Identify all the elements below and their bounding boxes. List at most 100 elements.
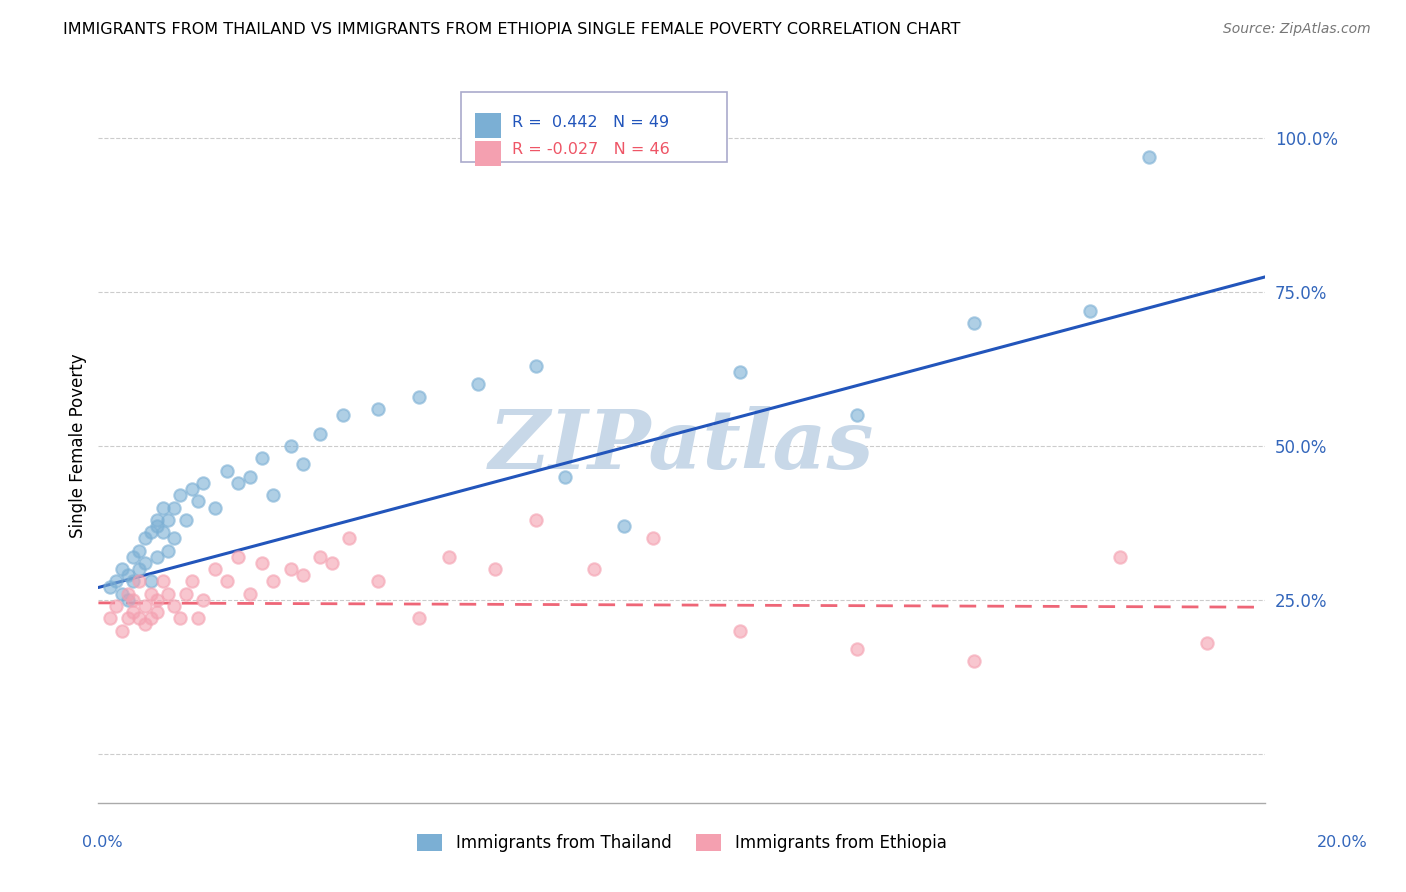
- Point: [139, 587, 162, 601]
- Point: [157, 587, 180, 601]
- Point: [157, 513, 180, 527]
- Point: [250, 556, 273, 570]
- Point: [1195, 636, 1218, 650]
- Point: [204, 500, 226, 515]
- Point: [321, 556, 343, 570]
- Y-axis label: Single Female Poverty: Single Female Poverty: [69, 354, 87, 538]
- Point: [1137, 150, 1160, 164]
- Point: [187, 494, 209, 508]
- Point: [174, 587, 197, 601]
- Point: [152, 525, 174, 540]
- Point: [104, 599, 127, 613]
- Point: [367, 402, 389, 417]
- Point: [117, 568, 139, 582]
- Point: [180, 482, 202, 496]
- Point: [484, 562, 506, 576]
- Point: [730, 624, 752, 638]
- Point: [152, 500, 174, 515]
- Point: [152, 574, 174, 589]
- Point: [204, 562, 226, 576]
- Point: [524, 359, 547, 373]
- Text: IMMIGRANTS FROM THAILAND VS IMMIGRANTS FROM ETHIOPIA SINGLE FEMALE POVERTY CORRE: IMMIGRANTS FROM THAILAND VS IMMIGRANTS F…: [63, 22, 960, 37]
- Point: [215, 464, 238, 478]
- Point: [128, 562, 150, 576]
- Point: [122, 574, 145, 589]
- Point: [146, 549, 169, 564]
- Point: [846, 642, 869, 657]
- Point: [467, 377, 489, 392]
- Point: [524, 513, 547, 527]
- Point: [583, 562, 606, 576]
- Point: [846, 409, 869, 423]
- Point: [309, 549, 332, 564]
- Point: [228, 475, 250, 490]
- Point: [104, 574, 127, 589]
- Point: [180, 574, 202, 589]
- Text: Source: ZipAtlas.com: Source: ZipAtlas.com: [1223, 22, 1371, 37]
- Point: [134, 599, 156, 613]
- Point: [291, 568, 314, 582]
- Point: [641, 531, 664, 545]
- Point: [98, 611, 121, 625]
- Point: [193, 592, 215, 607]
- Point: [962, 316, 984, 330]
- Point: [408, 390, 430, 404]
- Point: [117, 592, 139, 607]
- Point: [228, 549, 250, 564]
- Point: [122, 605, 145, 619]
- Point: [309, 426, 332, 441]
- Point: [157, 543, 180, 558]
- Text: 20.0%: 20.0%: [1317, 836, 1368, 850]
- Point: [730, 365, 752, 379]
- Point: [262, 574, 284, 589]
- Point: [262, 488, 284, 502]
- Point: [139, 525, 162, 540]
- Point: [139, 574, 162, 589]
- Point: [122, 549, 145, 564]
- Point: [117, 587, 139, 601]
- Point: [117, 611, 139, 625]
- Point: [169, 488, 191, 502]
- Point: [408, 611, 430, 625]
- Point: [146, 605, 169, 619]
- Point: [239, 469, 262, 483]
- Point: [134, 556, 156, 570]
- Point: [163, 599, 186, 613]
- Point: [962, 654, 984, 668]
- Point: [146, 513, 169, 527]
- Point: [111, 624, 134, 638]
- Point: [98, 581, 121, 595]
- Point: [215, 574, 238, 589]
- Point: [437, 549, 460, 564]
- Point: [1080, 303, 1102, 318]
- Point: [128, 611, 150, 625]
- Point: [146, 592, 169, 607]
- Point: [337, 531, 360, 545]
- Point: [139, 611, 162, 625]
- Point: [163, 531, 186, 545]
- Point: [250, 451, 273, 466]
- Point: [128, 543, 150, 558]
- Point: [111, 587, 134, 601]
- Text: R =  0.442   N = 49: R = 0.442 N = 49: [512, 115, 669, 130]
- Point: [291, 458, 314, 472]
- Point: [554, 469, 576, 483]
- Point: [193, 475, 215, 490]
- Point: [280, 562, 302, 576]
- Text: 0.0%: 0.0%: [83, 836, 122, 850]
- Point: [1108, 549, 1130, 564]
- Point: [134, 617, 156, 632]
- Point: [612, 519, 634, 533]
- Point: [163, 500, 186, 515]
- Point: [122, 592, 145, 607]
- Point: [134, 531, 156, 545]
- Point: [332, 409, 354, 423]
- Point: [146, 519, 169, 533]
- Point: [174, 513, 197, 527]
- Text: R = -0.027   N = 46: R = -0.027 N = 46: [512, 142, 669, 157]
- Point: [111, 562, 134, 576]
- Point: [187, 611, 209, 625]
- Point: [367, 574, 389, 589]
- Text: ZIPatlas: ZIPatlas: [489, 406, 875, 486]
- Point: [169, 611, 191, 625]
